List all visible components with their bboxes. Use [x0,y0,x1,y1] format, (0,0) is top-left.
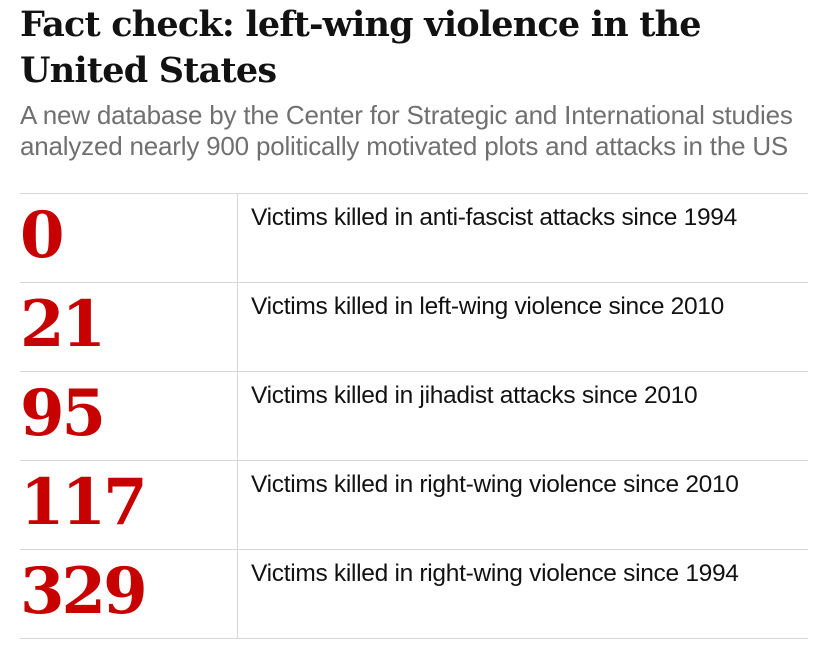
page-subtitle: A new database by the Center for Strateg… [20,100,793,161]
stat-description-cell: Victims killed in anti-fascist attacks s… [238,194,808,282]
stat-value-cell: 0 [20,194,238,282]
stat-description: Victims killed in jihadist attacks since… [251,382,698,409]
stat-value: 117 [20,465,148,540]
stat-value-cell: 95 [20,372,238,460]
stat-row: 329 Victims killed in right-wing violenc… [20,550,808,639]
stat-value: 21 [20,287,106,362]
header: Fact check: left-wing violence in the Un… [20,0,808,162]
stat-row: 117 Victims killed in right-wing violenc… [20,461,808,550]
stats-table: 0 Victims killed in anti-fascist attacks… [20,193,808,639]
stat-description-cell: Victims killed in left-wing violence sin… [238,283,808,371]
stat-row: 95 Victims killed in jihadist attacks si… [20,372,808,461]
stat-value-cell: 117 [20,461,238,549]
stat-description-cell: Victims killed in jihadist attacks since… [238,372,808,460]
stat-value-cell: 329 [20,550,238,638]
stat-description: Victims killed in anti-fascist attacks s… [251,204,737,231]
stat-value: 329 [20,554,148,629]
stat-description: Victims killed in right-wing violence si… [251,560,739,587]
page-title: Fact check: left-wing violence in the Un… [20,4,702,91]
stat-description: Victims killed in right-wing violence si… [251,471,739,498]
stat-description-cell: Victims killed in right-wing violence si… [238,461,808,549]
stat-description-cell: Victims killed in right-wing violence si… [238,550,808,638]
stat-value-cell: 21 [20,283,238,371]
stat-value: 0 [20,198,64,273]
stat-description: Victims killed in left-wing violence sin… [251,293,724,320]
stat-row: 0 Victims killed in anti-fascist attacks… [20,194,808,283]
stat-row: 21 Victims killed in left-wing violence … [20,283,808,372]
stat-value: 95 [20,376,106,451]
